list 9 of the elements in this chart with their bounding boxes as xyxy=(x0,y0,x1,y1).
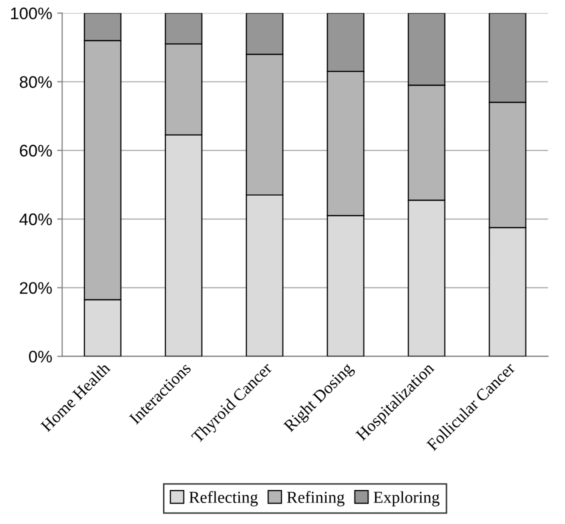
y-tick-label: 100% xyxy=(11,8,52,20)
y-tick-label: 0% xyxy=(28,350,52,363)
y-tick-label: 40% xyxy=(19,213,52,226)
y-tick-label: 80% xyxy=(20,76,52,88)
y-tick-label: 60% xyxy=(20,144,52,157)
legend-label: Reflecting xyxy=(189,491,258,506)
legend-label: Exploring xyxy=(374,491,440,506)
y-tick-label: 20% xyxy=(20,282,52,294)
legend-label: Refining xyxy=(286,491,344,506)
